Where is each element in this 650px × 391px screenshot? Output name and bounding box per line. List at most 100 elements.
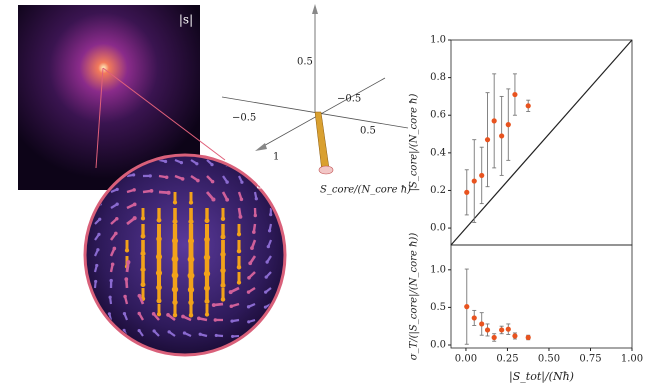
data-point: [472, 315, 477, 320]
spin-head: [241, 164, 244, 167]
spin-head: [211, 197, 215, 201]
spin-head: [133, 202, 137, 206]
spin-head: [211, 180, 215, 184]
zoom-disk: [85, 155, 285, 355]
spin-head: [107, 329, 110, 332]
spin-arrow: [94, 314, 95, 320]
spin-head: [157, 218, 162, 223]
spin-head: [215, 334, 218, 337]
spin-head: [164, 160, 167, 163]
spin-head: [247, 336, 250, 339]
spin-head: [231, 335, 234, 338]
spin-head: [254, 214, 257, 217]
spin-head: [138, 294, 142, 298]
spin-head: [255, 197, 258, 200]
spin-head: [140, 251, 145, 256]
spin-head: [196, 179, 200, 183]
spin-head: [264, 321, 267, 324]
spin-arrow: [239, 160, 242, 165]
x-tick-label: 0.25: [496, 354, 518, 365]
spin-head: [237, 249, 241, 253]
spin-head: [140, 267, 145, 272]
spin-head: [237, 280, 241, 284]
data-point: [472, 178, 477, 183]
spin-head: [221, 297, 226, 302]
x-axis-label: |S_tot|/(Nħ): [509, 370, 574, 384]
data-point: [512, 333, 517, 338]
spin-head: [94, 280, 97, 283]
axis-tick: 1: [273, 152, 279, 163]
spin-head: [95, 264, 98, 267]
spin-head: [248, 261, 252, 265]
spin-head: [189, 200, 193, 204]
spin-head: [264, 336, 267, 339]
spin-head: [173, 313, 177, 317]
spin-head: [123, 312, 126, 315]
spin-head: [247, 276, 251, 280]
data-point: [492, 335, 497, 340]
spin-head: [124, 277, 128, 281]
data-point: [485, 137, 490, 142]
spin-head: [132, 173, 135, 176]
spin-head: [220, 283, 225, 288]
spin-head: [205, 218, 210, 223]
spin-head: [92, 312, 95, 315]
core-vector: [315, 112, 329, 172]
axis-tick: −0.5: [232, 113, 256, 124]
spin-head: [271, 164, 274, 167]
data-point: [492, 118, 497, 123]
y-tick-label: 1.0: [430, 35, 446, 46]
y-tick-label: 0.6: [430, 110, 446, 121]
spin-head: [210, 163, 213, 166]
spin-head: [98, 218, 101, 221]
spin-head: [114, 232, 118, 236]
x-tick-label: 0.00: [455, 354, 477, 365]
spin-arrow: [271, 192, 272, 198]
spin-arrow: [93, 330, 95, 336]
y-tick-label: 0.4: [430, 147, 446, 158]
spin-head: [212, 303, 216, 307]
spin-head: [183, 331, 186, 334]
spin-head: [221, 217, 225, 221]
spin-head: [230, 304, 234, 308]
spin-head: [157, 298, 162, 303]
y-axis-label: σ_T/(|S_core|/(N_core ħ)): [409, 233, 420, 361]
data-point: [506, 327, 511, 332]
spin-head: [225, 198, 229, 202]
data-point: [479, 321, 484, 326]
density-label: |s|: [179, 13, 193, 27]
spin-head: [269, 213, 272, 216]
spin-head: [132, 188, 135, 191]
spin-head: [247, 320, 250, 323]
vector-label: S_core/(N_core ħ): [320, 185, 411, 196]
spin-head: [181, 177, 185, 181]
spin-head: [250, 246, 254, 250]
spin-head: [237, 265, 241, 269]
spin-head: [166, 313, 170, 317]
reference-line: [451, 40, 632, 245]
spin-head: [189, 313, 193, 317]
spin-head: [150, 189, 154, 193]
spin-head: [240, 198, 243, 201]
data-point: [479, 173, 484, 178]
y-tick-label: 0.8: [430, 72, 446, 83]
spin-head: [167, 330, 170, 333]
spin-arrow: [255, 160, 257, 166]
spin-head: [152, 329, 155, 332]
data-point: [512, 92, 517, 97]
data-point: [526, 103, 531, 108]
data-point: [485, 327, 490, 332]
data-point: [506, 122, 511, 127]
spin-head: [157, 312, 161, 316]
spin-head: [96, 248, 99, 251]
spin-head: [92, 329, 95, 332]
spin-head: [108, 312, 111, 315]
spin-head: [113, 247, 117, 251]
y-tick-label: 0.2: [430, 185, 446, 196]
x-tick-label: 0.50: [538, 354, 560, 365]
spin-head: [149, 174, 152, 177]
spin-head: [214, 318, 217, 321]
spin-head: [247, 290, 250, 293]
spin-head: [137, 312, 140, 315]
